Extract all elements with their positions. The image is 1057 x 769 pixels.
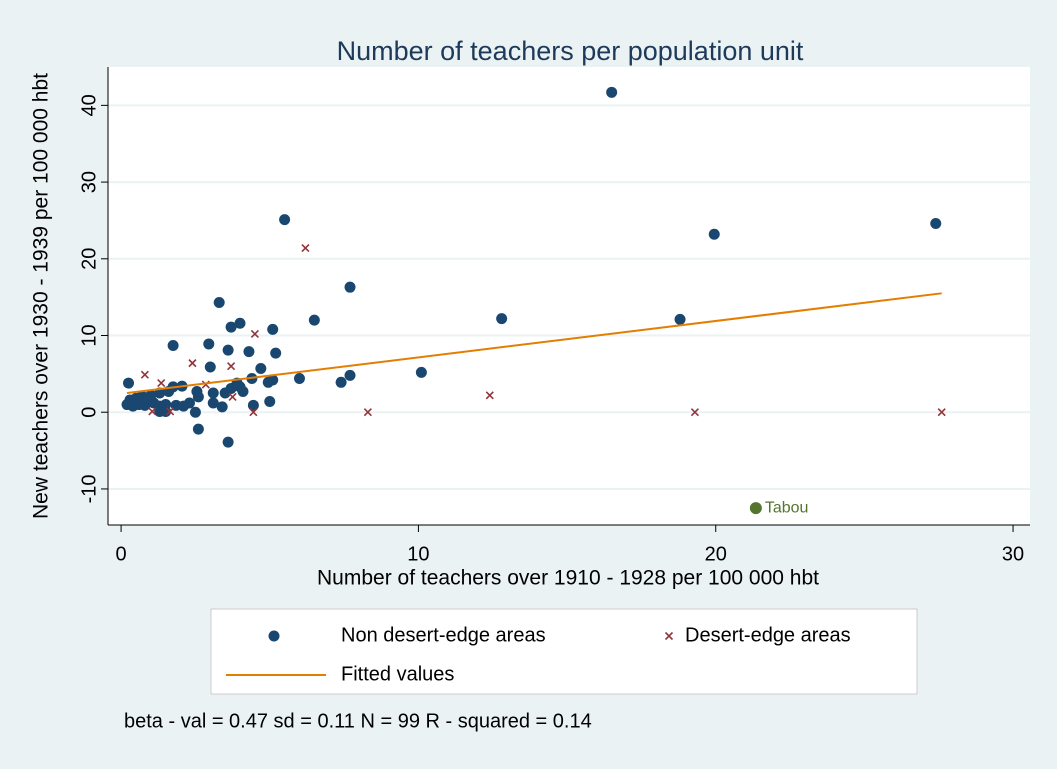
point [293, 372, 305, 384]
plot-area [108, 67, 1030, 525]
point [606, 86, 618, 98]
x-tick-label: 0 [116, 543, 127, 565]
point [344, 369, 356, 381]
y-tick-label: -10 [78, 474, 100, 503]
x-tick-label: 20 [705, 543, 727, 565]
point [267, 323, 279, 335]
x-tick-label: 30 [1002, 543, 1024, 565]
point [234, 317, 246, 329]
point [183, 397, 195, 409]
point [250, 329, 259, 339]
point [157, 379, 166, 388]
point [496, 313, 508, 325]
point [123, 377, 135, 389]
point [222, 344, 234, 356]
point [270, 347, 282, 359]
point [415, 366, 427, 378]
y-axis-label: New teachers over 1930 - 1939 per 100 00… [30, 73, 53, 519]
point [243, 346, 255, 358]
point [485, 391, 494, 400]
point [279, 214, 291, 226]
note: beta - val = 0.47 sd = 0.11 N = 99 R - s… [124, 710, 592, 732]
point [207, 397, 219, 409]
point [344, 281, 356, 293]
y-tick-label: 40 [78, 94, 100, 116]
legend-label: Non desert-edge areas [341, 624, 546, 646]
point [237, 386, 249, 398]
point [167, 339, 179, 351]
annotation-label: Tabou [765, 499, 809, 516]
point [264, 395, 276, 407]
point [930, 218, 942, 230]
chart-title: Number of teachers per population unit [337, 36, 804, 66]
x-axis-label: Number of teachers over 1910 - 1928 per … [317, 567, 819, 590]
point [249, 408, 258, 417]
point [308, 314, 320, 326]
point [192, 423, 204, 435]
x-tick-label: 10 [407, 543, 429, 565]
y-tick-label: 10 [78, 324, 100, 346]
legend-label: Desert-edge areas [685, 624, 851, 646]
point [216, 401, 228, 413]
point [148, 407, 157, 416]
legend-symbol [268, 630, 280, 642]
point [247, 399, 259, 411]
point [225, 321, 237, 333]
point [363, 408, 372, 417]
annotation-point [749, 502, 762, 515]
point [674, 313, 686, 325]
point [219, 387, 231, 399]
point [228, 392, 237, 401]
point [937, 408, 946, 417]
point [213, 297, 225, 309]
point [192, 391, 204, 403]
point [203, 338, 215, 350]
legend [210, 608, 918, 695]
point [255, 362, 267, 374]
point [301, 243, 310, 253]
legend-label: Fitted values [341, 663, 454, 685]
y-tick-label: 0 [78, 407, 100, 418]
point [222, 436, 234, 448]
point [207, 387, 219, 399]
point [188, 359, 197, 368]
point [335, 376, 347, 388]
y-tick-label: 20 [78, 248, 100, 270]
point [690, 408, 699, 417]
point [166, 407, 175, 416]
point [140, 370, 149, 379]
point [708, 228, 720, 240]
point [189, 406, 201, 418]
y-tick-label: 30 [78, 171, 100, 193]
fit-line [126, 292, 942, 395]
legend-symbol [664, 631, 674, 641]
point [262, 376, 274, 388]
point [140, 392, 152, 404]
point [227, 362, 236, 371]
point [204, 361, 216, 373]
